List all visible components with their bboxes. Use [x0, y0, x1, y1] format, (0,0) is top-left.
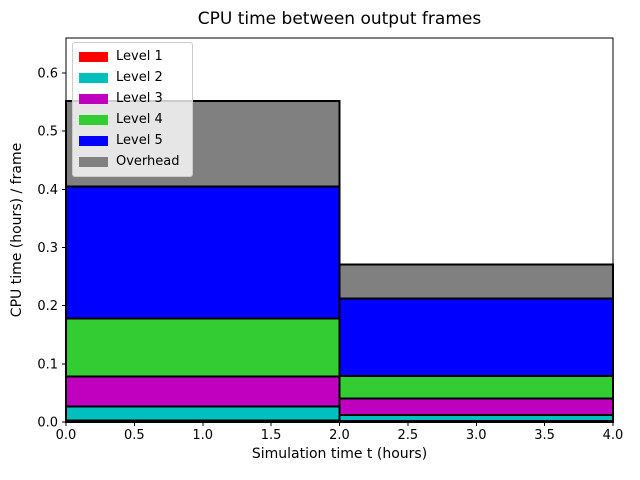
x-tick-label: 3.0	[466, 428, 487, 443]
chart-title: CPU time between output frames	[197, 9, 482, 29]
legend-item-level-3: Level 3	[79, 88, 185, 109]
bar-1-segment-level-3	[338, 397, 614, 417]
legend-label-level-4: Level 4	[116, 112, 163, 127]
legend-item-overhead: Overhead	[79, 151, 185, 172]
y-tick-label: 0.5	[37, 125, 58, 140]
legend-item-level-5: Level 5	[79, 130, 185, 151]
legend-label-level-3: Level 3	[116, 91, 163, 106]
y-tick-label: 0.2	[37, 299, 58, 314]
y-tick-label: 0.1	[37, 357, 58, 372]
x-tick-label: 1.0	[192, 428, 213, 443]
y-tick-label: 0.3	[37, 241, 58, 256]
legend-swatch-level-4	[79, 114, 108, 125]
bar-0-segment-level-4	[65, 317, 341, 378]
legend-label-level-5: Level 5	[116, 133, 163, 148]
legend: Level 1 Level 2 Level 3 Level 4 Level 5 Overh…	[72, 42, 193, 177]
legend-label-level-2: Level 2	[116, 70, 163, 85]
legend-label-level-1: Level 1	[116, 49, 163, 64]
x-tick-label: 2.5	[398, 428, 419, 443]
x-tick-label: 1.5	[261, 428, 282, 443]
x-tick-label: 4.0	[603, 428, 624, 443]
bar-0-segment-level-5	[65, 185, 341, 320]
x-tick-label: 0.5	[124, 428, 145, 443]
legend-swatch-level-1	[79, 51, 108, 62]
bar-1-segment-overhead	[338, 263, 614, 300]
bar-1-segment-level-4	[338, 375, 614, 400]
x-tick-label: 0.0	[56, 428, 77, 443]
y-axis-label: CPU time (hours) / frame	[9, 142, 25, 318]
bar-0-segment-level-3	[65, 375, 341, 408]
bar-1-segment-level-5	[338, 297, 614, 378]
x-tick-label: 3.5	[534, 428, 555, 443]
legend-swatch-level-2	[79, 72, 108, 83]
y-tick-label: 0.6	[37, 66, 58, 81]
legend-item-level-4: Level 4	[79, 109, 185, 130]
legend-item-level-1: Level 1	[79, 46, 185, 67]
legend-label-overhead: Overhead	[116, 154, 180, 169]
legend-item-level-2: Level 2	[79, 67, 185, 88]
x-axis-label: Simulation time t (hours)	[251, 446, 428, 462]
legend-swatch-level-5	[79, 135, 108, 146]
x-tick-label: 2.0	[329, 428, 350, 443]
y-tick-label: 0.0	[37, 416, 58, 431]
legend-swatch-level-3	[79, 93, 108, 104]
y-tick-label: 0.4	[37, 183, 58, 198]
bar-0-segment-level-2	[65, 405, 341, 422]
legend-swatch-overhead	[79, 156, 108, 167]
